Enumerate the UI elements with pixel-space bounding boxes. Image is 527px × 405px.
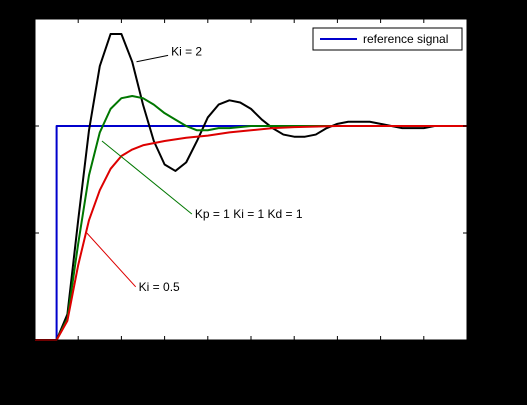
annotation-leader-0 <box>136 54 169 63</box>
annotation-layer: Ki = 2 Kp = 1 Ki = 1 Kd = 1 Ki = 0.5 <box>86 44 303 294</box>
series-line-1 <box>35 32 467 341</box>
x-tick-label: 20 <box>460 343 474 357</box>
y-tick-label: 0.5 <box>13 226 30 240</box>
x-tick-label: 2 <box>75 343 82 357</box>
x-tick-label: 14 <box>331 343 345 357</box>
plot-area <box>35 19 467 340</box>
x-tick-label: 10 <box>244 343 258 357</box>
legend-label: reference signal <box>363 32 448 46</box>
x-tick-label: 0 <box>32 343 39 357</box>
y-tick-label: 0 <box>23 333 30 347</box>
axes: 0 2 4 6 8 10 12 14 16 18 20 0 0.5 1 1.5 <box>13 12 474 357</box>
series-line-3 <box>35 125 467 341</box>
x-tick-label: 12 <box>288 343 302 357</box>
x-tick-label: 8 <box>204 343 211 357</box>
legend: reference signal <box>312 27 463 51</box>
annotation-leader-2 <box>86 232 137 288</box>
y-tick-label: 1.5 <box>13 12 30 26</box>
x-tick-label: 18 <box>417 343 431 357</box>
annotation-label-2: Ki = 0.5 <box>139 280 180 294</box>
x-tick-label: 16 <box>374 343 388 357</box>
y-tick-label: 1 <box>23 119 30 133</box>
legend-box <box>312 27 463 51</box>
x-tick-label: 6 <box>161 343 168 357</box>
annotation-label-1: Kp = 1 Ki = 1 Kd = 1 <box>195 207 303 221</box>
annotation-label-0: Ki = 2 <box>171 44 202 58</box>
annotation-leader-1 <box>101 140 193 215</box>
x-tick-label: 4 <box>118 343 125 357</box>
